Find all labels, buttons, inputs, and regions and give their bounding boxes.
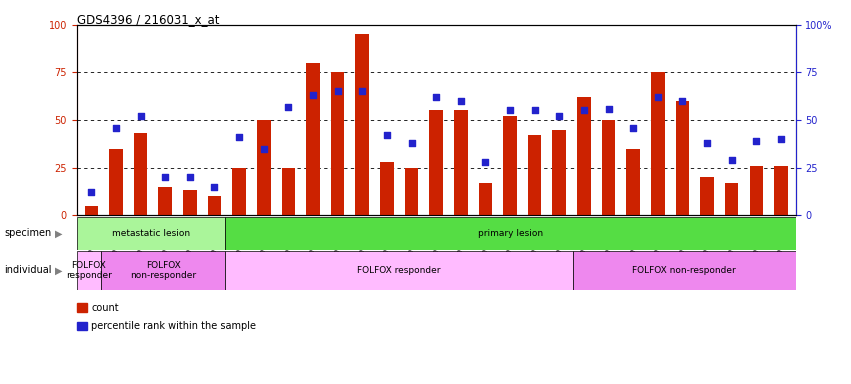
- Point: [356, 88, 369, 94]
- Bar: [725, 183, 739, 215]
- Bar: [232, 167, 246, 215]
- Bar: [405, 167, 419, 215]
- Point: [602, 106, 615, 112]
- Bar: [750, 166, 763, 215]
- Point: [528, 108, 541, 114]
- Text: ▶: ▶: [55, 228, 63, 238]
- Bar: [454, 111, 467, 215]
- Bar: [101, 251, 226, 290]
- Bar: [331, 73, 345, 215]
- Bar: [676, 101, 689, 215]
- Point: [774, 136, 788, 142]
- Bar: [77, 322, 88, 330]
- Point: [257, 146, 271, 152]
- Bar: [528, 135, 541, 215]
- Point: [503, 108, 517, 114]
- Point: [331, 88, 345, 94]
- Point: [158, 174, 172, 180]
- Bar: [774, 166, 788, 215]
- Point: [183, 174, 197, 180]
- Bar: [356, 35, 369, 215]
- Bar: [208, 196, 221, 215]
- Text: FOLFOX
responder: FOLFOX responder: [66, 261, 112, 280]
- Text: FOLFOX non-responder: FOLFOX non-responder: [632, 266, 736, 275]
- Point: [134, 113, 147, 119]
- Point: [725, 157, 739, 163]
- Bar: [77, 303, 88, 312]
- Text: FOLFOX
non-responder: FOLFOX non-responder: [130, 261, 197, 280]
- Bar: [478, 183, 492, 215]
- Point: [306, 92, 320, 98]
- Point: [552, 113, 566, 119]
- Bar: [380, 162, 394, 215]
- Bar: [109, 149, 123, 215]
- Bar: [602, 120, 615, 215]
- Bar: [84, 205, 98, 215]
- Point: [232, 134, 246, 140]
- Point: [454, 98, 467, 104]
- Point: [577, 108, 591, 114]
- Bar: [282, 167, 295, 215]
- Point: [380, 132, 394, 138]
- Point: [84, 189, 98, 195]
- Bar: [430, 111, 443, 215]
- Bar: [577, 97, 591, 215]
- Bar: [134, 133, 147, 215]
- Bar: [158, 187, 172, 215]
- Bar: [700, 177, 714, 215]
- Text: ▶: ▶: [55, 265, 63, 275]
- Point: [429, 94, 443, 100]
- Bar: [257, 120, 271, 215]
- Bar: [183, 190, 197, 215]
- Point: [651, 94, 665, 100]
- Point: [750, 138, 763, 144]
- Bar: [552, 129, 566, 215]
- Bar: [306, 63, 320, 215]
- Text: GDS4396 / 216031_x_at: GDS4396 / 216031_x_at: [77, 13, 219, 26]
- Text: individual: individual: [4, 265, 52, 275]
- Bar: [573, 251, 796, 290]
- Point: [405, 140, 419, 146]
- Bar: [226, 217, 796, 250]
- Text: percentile rank within the sample: percentile rank within the sample: [92, 321, 256, 331]
- Text: count: count: [92, 303, 119, 313]
- Bar: [226, 251, 573, 290]
- Point: [208, 184, 221, 190]
- Bar: [77, 251, 101, 290]
- Point: [676, 98, 689, 104]
- Point: [700, 140, 714, 146]
- Text: specimen: specimen: [4, 228, 52, 238]
- Bar: [503, 116, 517, 215]
- Point: [626, 124, 640, 131]
- Point: [282, 104, 295, 110]
- Text: primary lesion: primary lesion: [478, 229, 543, 238]
- Text: metastatic lesion: metastatic lesion: [112, 229, 190, 238]
- Point: [109, 124, 123, 131]
- Bar: [626, 149, 640, 215]
- Point: [478, 159, 492, 165]
- Bar: [77, 217, 226, 250]
- Bar: [651, 73, 665, 215]
- Text: FOLFOX responder: FOLFOX responder: [357, 266, 441, 275]
